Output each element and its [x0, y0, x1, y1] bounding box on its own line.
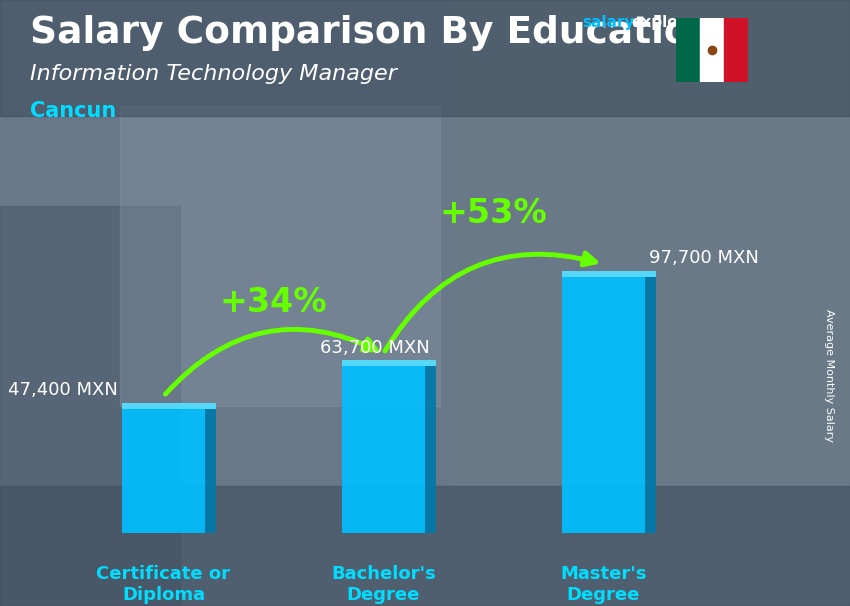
Bar [0, 206, 180, 606]
Text: Master's
Degree: Master's Degree [560, 565, 647, 604]
Bar [0, 486, 850, 606]
Text: 97,700 MXN: 97,700 MXN [649, 249, 759, 267]
Text: Average Monthly Salary: Average Monthly Salary [824, 309, 834, 442]
Text: Salary Comparison By Education: Salary Comparison By Education [30, 15, 716, 51]
Text: explorer.com: explorer.com [632, 15, 742, 30]
Text: +53%: +53% [439, 197, 547, 230]
Bar [206, 409, 216, 533]
Bar [342, 366, 425, 533]
Bar [700, 18, 724, 82]
Text: Information Technology Manager: Information Technology Manager [30, 64, 397, 84]
Text: +34%: +34% [219, 287, 327, 319]
Bar [425, 366, 436, 533]
Bar [676, 18, 700, 82]
Bar [562, 277, 645, 533]
Bar [724, 18, 748, 82]
Text: Cancun: Cancun [30, 101, 116, 121]
Text: Certificate or
Diploma: Certificate or Diploma [97, 565, 230, 604]
Text: Bachelor's
Degree: Bachelor's Degree [332, 565, 436, 604]
Bar [122, 409, 206, 533]
Text: 63,700 MXN: 63,700 MXN [320, 339, 430, 356]
Text: 47,400 MXN: 47,400 MXN [8, 381, 117, 399]
Bar [645, 277, 656, 533]
Bar [120, 106, 440, 406]
Bar [0, 0, 850, 116]
Text: salary: salary [582, 15, 635, 30]
Bar [450, 0, 850, 606]
